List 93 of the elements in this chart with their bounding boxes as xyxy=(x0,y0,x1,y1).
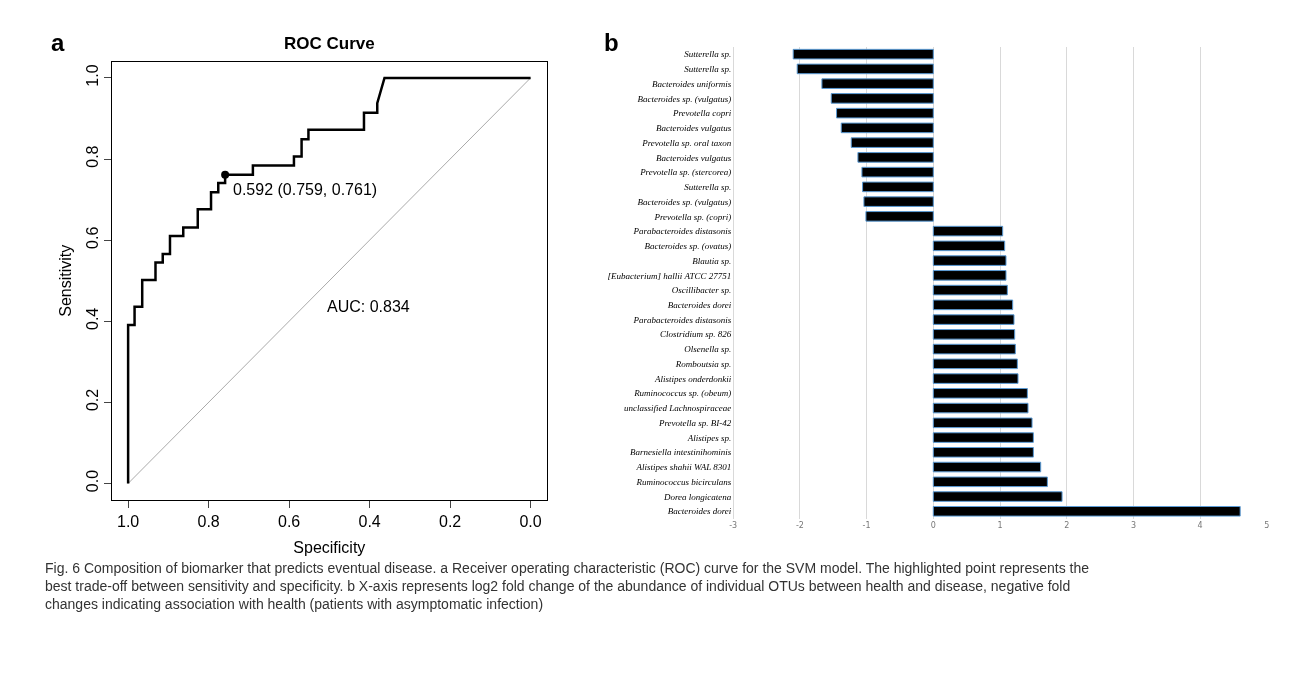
bar xyxy=(932,491,1063,502)
bar xyxy=(932,358,1018,370)
y-tick-label: Sutterella sp. xyxy=(684,182,732,193)
x-tick-label: -3 xyxy=(729,520,738,530)
y-tick-label: Bacteroides vulgatus xyxy=(655,152,732,163)
x-tick-label: 0.6 xyxy=(277,512,301,530)
y-tick-label: unclassified Lachnospiraceae xyxy=(624,403,732,414)
x-tick-label: 1 xyxy=(997,520,1003,530)
bar xyxy=(932,225,1004,237)
bar xyxy=(821,78,934,89)
bar xyxy=(861,166,934,178)
y-tick-label: Ruminococcus bicirculans xyxy=(635,476,732,487)
caption: Fig. 6 Composition of biomarker that predicts eventual disease. a Receiver operating characteristic (ROC) curve for the SVM model. The highlighted point represents the best trade-off between sensitivity and specificity. b X-axis represents log2 fold change of the abundance of individual OTUs between health and disease, negative fold changes indicating association with health (patients with asymptomatic infection) xyxy=(45,560,1090,613)
bar xyxy=(792,48,934,60)
text: a xyxy=(51,29,65,56)
bar xyxy=(932,255,1007,266)
y-tick-label: Prevotella sp. (stercorea) xyxy=(639,167,732,178)
x-axis-title: Specificity xyxy=(293,538,366,556)
y-tick-label: Oscillibacter sp. xyxy=(671,285,732,296)
bar xyxy=(932,447,1034,458)
x-tick-label: 5 xyxy=(1264,520,1270,530)
annotation: 0.592 (0.759, 0.761) xyxy=(233,181,378,198)
y-tick-label: Romboutsia sp. xyxy=(674,358,732,369)
y-tick-label: Prevotella sp. BI-42 xyxy=(657,417,732,428)
y-tick-label: Bacteroides sp. (ovatus) xyxy=(644,241,732,252)
bar xyxy=(850,137,934,148)
x-tick-label: 4 xyxy=(1197,520,1203,530)
bar xyxy=(932,299,1014,311)
bar xyxy=(932,343,1016,355)
text: b xyxy=(604,29,619,56)
bar xyxy=(830,93,934,104)
y-tick-label: Prevotella sp. oral taxon xyxy=(641,137,732,148)
y-tick-label: Clostridium sp. 826 xyxy=(660,329,732,340)
x-tick-label: 0.8 xyxy=(197,512,220,530)
y-tick-label: Alistipes shahii WAL 8301 xyxy=(635,462,732,473)
y-tick-label: Bacteroides dorei xyxy=(667,506,732,517)
bar xyxy=(836,107,934,119)
bar xyxy=(857,152,934,163)
bar xyxy=(863,196,934,207)
bar xyxy=(932,432,1034,443)
y-tick-label: Bacteroides vulgatus xyxy=(655,123,732,134)
x-tick-label: -1 xyxy=(862,520,871,530)
x-tick-label: 3 xyxy=(1130,520,1136,530)
y-tick-label: [Eubacterium] hallii ATCC 27751 xyxy=(607,270,732,281)
bar xyxy=(932,284,1008,296)
bar xyxy=(932,270,1007,281)
y-tick-label: Sutterella sp. xyxy=(684,64,732,75)
y-tick-label: Bacteroides sp. (vulgatus) xyxy=(637,93,732,104)
x-tick-label: -2 xyxy=(795,520,804,530)
x-tick-label: 0 xyxy=(930,520,936,530)
bar xyxy=(932,388,1028,399)
y-tick-label: Alistipes sp. xyxy=(686,432,732,443)
chart-title: ROC Curve xyxy=(284,34,375,53)
y-tick-label: Sutterella sp. xyxy=(684,49,732,60)
bar xyxy=(932,476,1048,488)
bar xyxy=(932,417,1033,429)
y-tick-label: Barnesiella intestinihominis xyxy=(630,447,732,458)
x-tick-label: 2 xyxy=(1064,520,1070,530)
y-tick-label: 0.8 xyxy=(83,145,101,168)
bar xyxy=(932,240,1006,252)
y-tick-label: 0.6 xyxy=(83,226,101,249)
bar xyxy=(840,122,934,134)
x-tick-label: 0.4 xyxy=(358,512,381,530)
y-tick-label: Parabacteroides distasonis xyxy=(632,226,732,237)
bar xyxy=(932,506,1241,517)
bar xyxy=(932,314,1015,325)
y-tick-label: Bacteroides dorei xyxy=(667,299,732,310)
y-tick-label: Blautia sp. xyxy=(692,255,732,266)
y-tick-label: Olsenella sp. xyxy=(684,344,732,355)
x-tick-label: 0.0 xyxy=(519,512,542,530)
annotation: AUC: 0.834 xyxy=(327,298,410,315)
y-tick-label: 0.0 xyxy=(83,469,101,493)
x-tick-label: 0.2 xyxy=(438,512,462,530)
bar xyxy=(862,181,934,193)
y-tick-label: Alistipes onderdonkii xyxy=(653,373,732,384)
y-tick-label: Ruminococcus sp. (obeum) xyxy=(633,388,732,399)
y-tick-label: Prevotella sp. (copri) xyxy=(653,211,732,222)
y-tick-label: 1.0 xyxy=(83,64,101,87)
y-axis-title: Sensitivity xyxy=(56,244,74,317)
bar xyxy=(932,373,1019,384)
y-tick-label: Dorea longicatena xyxy=(662,491,732,502)
y-tick-label: 0.2 xyxy=(83,388,101,412)
y-tick-label: Bacteroides uniformis xyxy=(651,78,732,89)
y-tick-label: 0.4 xyxy=(83,307,101,330)
y-tick-label: Prevotella copri xyxy=(671,108,732,119)
bar xyxy=(865,211,934,222)
x-tick-label: 1.0 xyxy=(117,512,140,530)
y-tick-label: Bacteroides sp. (vulgatus) xyxy=(637,196,732,207)
y-tick-label: Parabacteroides distasonis xyxy=(632,314,732,325)
bar xyxy=(932,461,1042,473)
bar xyxy=(932,329,1016,340)
bar xyxy=(932,402,1029,414)
bar xyxy=(796,63,934,75)
